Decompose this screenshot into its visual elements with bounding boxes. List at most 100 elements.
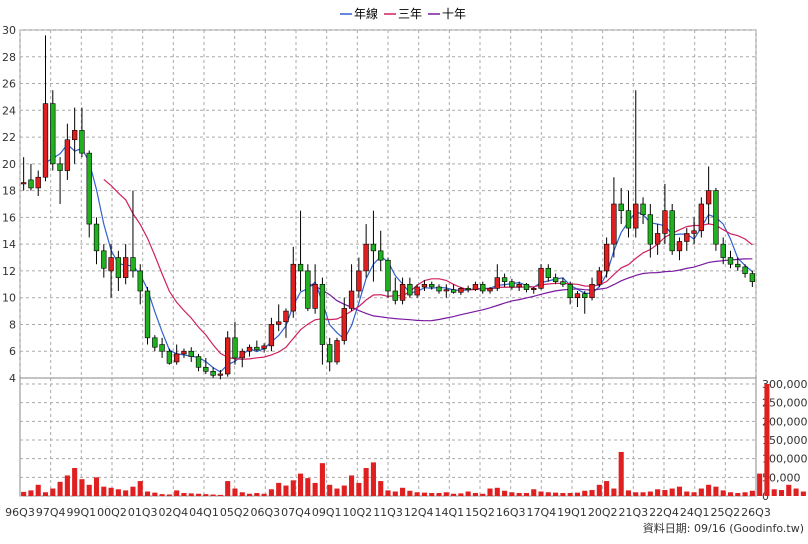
x-tick-label: 21Q3: [619, 506, 649, 519]
candle-down: [152, 337, 158, 348]
candle-down: [327, 344, 333, 363]
candle-up: [283, 310, 289, 323]
candle-down: [115, 257, 122, 278]
volume-bar: [451, 493, 457, 496]
candle-down: [305, 270, 311, 309]
candle-up: [676, 241, 683, 252]
x-tick-label: 00Q2: [97, 506, 127, 519]
candle-up: [633, 203, 639, 229]
candle-up: [334, 340, 340, 363]
volume-bar: [618, 451, 624, 496]
x-tick-label: 15Q2: [465, 506, 495, 519]
candle-up: [246, 346, 253, 352]
moving-average-lines: [45, 143, 753, 373]
volume-bar: [123, 490, 129, 496]
x-tick-label: 24Q1: [680, 506, 710, 519]
volume-bar: [137, 481, 143, 496]
volume-bar: [611, 488, 617, 496]
candle-down: [210, 371, 216, 376]
volume-bar: [749, 490, 755, 496]
x-tick-label: 22Q4: [649, 506, 679, 519]
volume-bar: [429, 493, 435, 496]
candle-down: [625, 210, 632, 229]
volume-bar: [159, 494, 165, 496]
volume-bar: [778, 490, 785, 496]
volume-bar: [349, 475, 355, 496]
volume-bar: [166, 494, 172, 496]
candle-up: [108, 257, 114, 272]
price-tick-label: 30: [2, 24, 16, 37]
candle-up: [239, 350, 245, 359]
candle-up: [662, 210, 668, 234]
candle-down: [727, 257, 734, 265]
volume-bar: [633, 492, 639, 496]
volume-bar: [509, 492, 515, 496]
candle-down: [319, 284, 326, 345]
volume-bar: [28, 490, 34, 496]
candle-down: [545, 267, 551, 278]
volume-bar: [21, 491, 27, 496]
candle-up: [574, 293, 581, 298]
volume-bar: [370, 462, 376, 496]
candle-up: [443, 289, 449, 292]
volume-bar: [516, 493, 522, 496]
x-tick-label: 16Q3: [496, 506, 526, 519]
candle-down: [450, 289, 457, 293]
candle-up: [516, 284, 522, 288]
candle-up: [458, 288, 464, 293]
candle-up: [698, 203, 705, 232]
volume-bar: [757, 473, 763, 496]
legend: 年線 三年 十年: [340, 6, 466, 21]
volume-bar: [589, 490, 595, 496]
candle-down: [28, 179, 34, 189]
candle-up: [217, 373, 224, 376]
candle-down: [86, 152, 92, 225]
volume-bar: [334, 488, 340, 496]
candle-up: [494, 277, 500, 289]
volume-bar: [494, 487, 500, 496]
x-tick-label: 17Q4: [527, 506, 557, 519]
x-tick-label: 02Q4: [159, 506, 189, 519]
volume-tick-label: 250,000: [762, 397, 808, 410]
volume-bar: [217, 494, 223, 496]
x-tick-label: 11Q3: [373, 506, 403, 519]
volume-bar: [210, 494, 216, 496]
volume-bar: [64, 475, 70, 496]
candle-down: [130, 257, 136, 272]
x-tick-label: 99Q1: [67, 506, 97, 519]
candle-up: [603, 243, 610, 272]
candle-down: [50, 103, 56, 165]
legend-label: 十年: [442, 7, 466, 21]
candle-up: [589, 284, 595, 298]
volume-bar: [283, 485, 289, 496]
candle-down: [742, 266, 748, 274]
volume-bar: [691, 492, 697, 496]
volume-bars: [21, 384, 806, 496]
candle-up: [691, 230, 697, 234]
candle-down: [735, 263, 741, 268]
volume-bar: [443, 492, 449, 496]
x-tick-label: 12Q4: [404, 506, 434, 519]
volume-bar: [246, 493, 253, 496]
volume-bar: [181, 493, 187, 496]
candle-down: [713, 190, 719, 245]
price-tick-label: 20: [2, 158, 16, 171]
volume-bar: [465, 491, 471, 496]
volume-bar: [101, 486, 107, 496]
volume-bar: [647, 491, 653, 496]
volume-bar: [298, 473, 304, 496]
candle-down: [188, 350, 194, 357]
volume-bar: [239, 492, 245, 496]
price-tick-label: 26: [2, 78, 16, 91]
volume-bar: [458, 493, 464, 496]
candle-down: [523, 284, 530, 290]
volume-bar: [669, 488, 675, 496]
candle-down: [509, 281, 515, 288]
volume-bar: [582, 490, 588, 496]
volume-bar: [86, 484, 92, 496]
volume-bar: [79, 479, 85, 496]
ma-line-3: [307, 258, 753, 322]
x-tick-label: 97Q4: [36, 506, 66, 519]
